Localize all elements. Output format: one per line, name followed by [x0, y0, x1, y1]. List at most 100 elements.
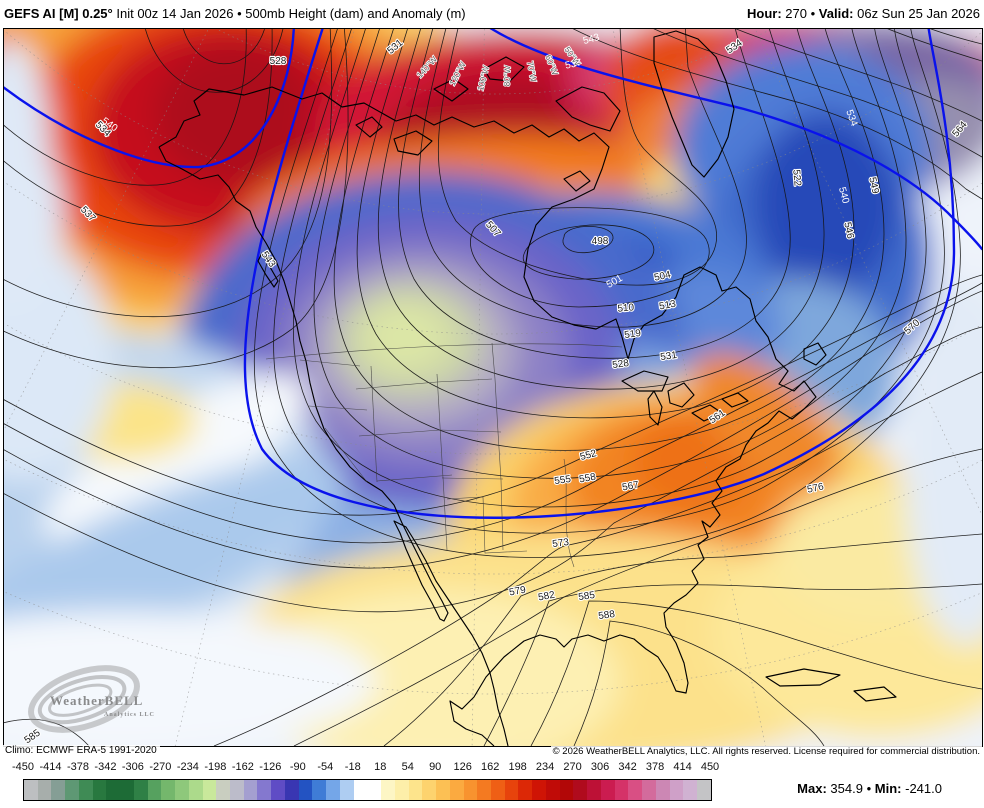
colorbar-segment: [587, 780, 601, 800]
state-borders: [265, 342, 623, 568]
contour-label: 576: [806, 481, 825, 495]
contour-label: 519: [624, 328, 642, 341]
colorbar-segment: [642, 780, 656, 800]
colorbar-tick: 306: [590, 761, 610, 773]
valid-time: Hour: 270 • Valid: 06z Sun 25 Jan 2026: [747, 6, 980, 21]
colorbar-segment: [573, 780, 588, 800]
contour-label: 531: [660, 350, 678, 363]
colorbar: [23, 779, 712, 801]
colorbar-tick: 342: [618, 761, 637, 773]
climo-note: Climo: ECMWF ERA-5 1991-2020: [2, 745, 160, 756]
colorbar-tick: -90: [289, 761, 306, 773]
contour-label: 549: [866, 176, 880, 195]
anomaly-shading: [4, 29, 982, 746]
logo-subtext: Analytics LLC: [104, 712, 155, 718]
colorbar-tick: -306: [121, 761, 144, 773]
colorbar-tick: -126: [259, 761, 282, 773]
logo-text: WeatherBELL: [50, 693, 143, 708]
colorbar-tick: -342: [94, 761, 117, 773]
colorbar-tick: 162: [480, 761, 500, 773]
contour-label: 567: [621, 480, 640, 494]
valid-value: 06z Sun 25 Jan 2026: [857, 6, 980, 21]
max-value: 354.9: [830, 781, 863, 796]
colorbar-tick: 90: [429, 761, 442, 773]
colorbar-segment: [216, 780, 231, 800]
colorbar-tick: 270: [563, 761, 582, 773]
min-value: -241.0: [905, 781, 942, 796]
colorbar-segment: [188, 780, 203, 800]
colorbar-tick: 234: [535, 761, 555, 773]
colorbar-segment: [408, 780, 423, 800]
colorbar-segment: [161, 780, 176, 800]
contour-label: 540: [836, 186, 851, 205]
colorbar-segment: [628, 780, 643, 800]
colorbar-segment: [394, 780, 409, 800]
colorbar-segment: [298, 780, 313, 800]
contour-label: 498: [592, 236, 609, 247]
contour-label: 582: [537, 590, 556, 604]
contour-540-highlight: [4, 29, 982, 519]
contour-label: 546: [841, 221, 855, 240]
colorbar-tick: -234: [176, 761, 199, 773]
colorbar-tick: -450: [11, 761, 35, 773]
max-label: Max:: [797, 781, 827, 796]
map-canvas: 528 531 534 537 540 543 543 537 534 140°W 120°W 100…: [3, 28, 983, 747]
colorbar-tick: -198: [204, 761, 227, 773]
colorbar-segment: [490, 780, 505, 800]
min-label: Min:: [874, 781, 902, 796]
contour-label: 528: [270, 56, 287, 67]
contour-label: 543: [582, 32, 601, 47]
colorbar-segment: [669, 780, 684, 800]
colorbar-segment: [78, 780, 93, 800]
contour-label: 555: [554, 474, 572, 487]
max-min-readout: Max: 354.9 • Min: -241.0: [797, 781, 942, 796]
weatherbell-logo: WeatherBELL Analytics LLC: [28, 665, 155, 733]
colorbar-segment: [532, 780, 546, 800]
colorbar-segment: [545, 780, 560, 800]
colorbar-segment: [422, 780, 437, 800]
contour-label: 585: [578, 590, 596, 603]
contour-label: 513: [658, 299, 677, 313]
contour-label: 588: [598, 609, 616, 622]
colorbar-segment: [202, 780, 217, 800]
colorbar-segment: [339, 780, 354, 800]
model-name: GEFS AI [M] 0.25°: [4, 6, 113, 21]
colorbar-tick: -162: [231, 761, 254, 773]
colorbar-tick: -18: [344, 761, 361, 773]
colorbar-segment: [655, 780, 670, 800]
longitude-label: 70°W: [525, 60, 538, 82]
colorbar-segment: [257, 780, 272, 800]
colorbar-segment: [106, 780, 121, 800]
contour-label: 579: [508, 585, 527, 599]
colorbar-segment: [230, 780, 244, 800]
hour-label: Hour:: [746, 6, 782, 21]
colorbar-segment: [436, 780, 450, 800]
colorbar-tick: 18: [374, 761, 387, 773]
colorbar-segment: [449, 780, 464, 800]
colorbar-tick: 54: [401, 761, 414, 773]
colorbar-segment: [614, 780, 629, 800]
colorbar-segment: [65, 780, 79, 800]
colorbar-segment: [600, 780, 615, 800]
valid-label: Valid:: [818, 6, 854, 21]
colorbar-segment: [175, 780, 189, 800]
colorbar-segment: [367, 780, 382, 800]
header: GEFS AI [M] 0.25° Init 00z 14 Jan 2026 •…: [0, 3, 984, 27]
colorbar-segment: [92, 780, 107, 800]
colorbar-tick: -270: [149, 761, 172, 773]
colorbar-tick: -54: [317, 761, 334, 773]
colorbar-tick: -378: [66, 761, 89, 773]
colorbar-segment: [504, 780, 519, 800]
contour-label: 537: [564, 57, 583, 71]
bullet: •: [866, 781, 872, 796]
colorbar-tick: 450: [700, 761, 720, 773]
contour-label: 504: [653, 269, 672, 283]
contour-label: 522: [790, 169, 802, 187]
colorbar-segment: [463, 780, 478, 800]
colorbar-segment: [477, 780, 491, 800]
title-rest: Init 00z 14 Jan 2026 • 500mb Height (dam…: [112, 6, 466, 21]
copyright-note: © 2026 WeatherBELL Analytics, LLC. All r…: [550, 746, 982, 757]
